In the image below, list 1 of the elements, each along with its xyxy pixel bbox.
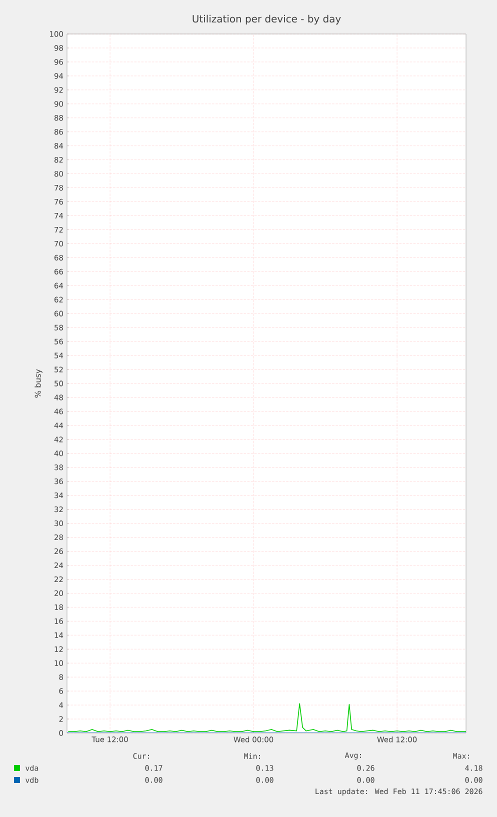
chart-title: Utilization per device - by day bbox=[192, 14, 341, 24]
